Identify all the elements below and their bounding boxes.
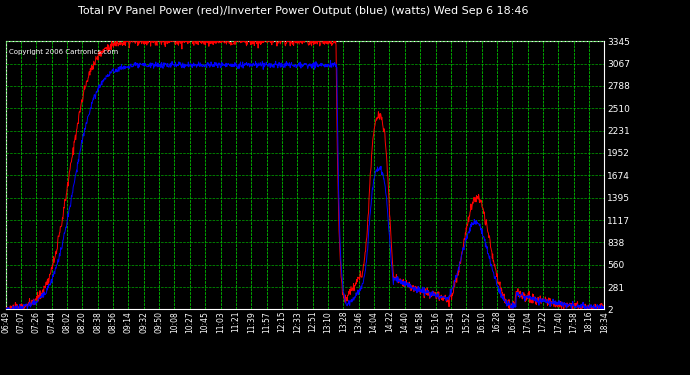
Text: Copyright 2006 Cartronics.com: Copyright 2006 Cartronics.com	[8, 49, 117, 55]
Text: Total PV Panel Power (red)/Inverter Power Output (blue) (watts) Wed Sep 6 18:46: Total PV Panel Power (red)/Inverter Powe…	[79, 6, 529, 16]
